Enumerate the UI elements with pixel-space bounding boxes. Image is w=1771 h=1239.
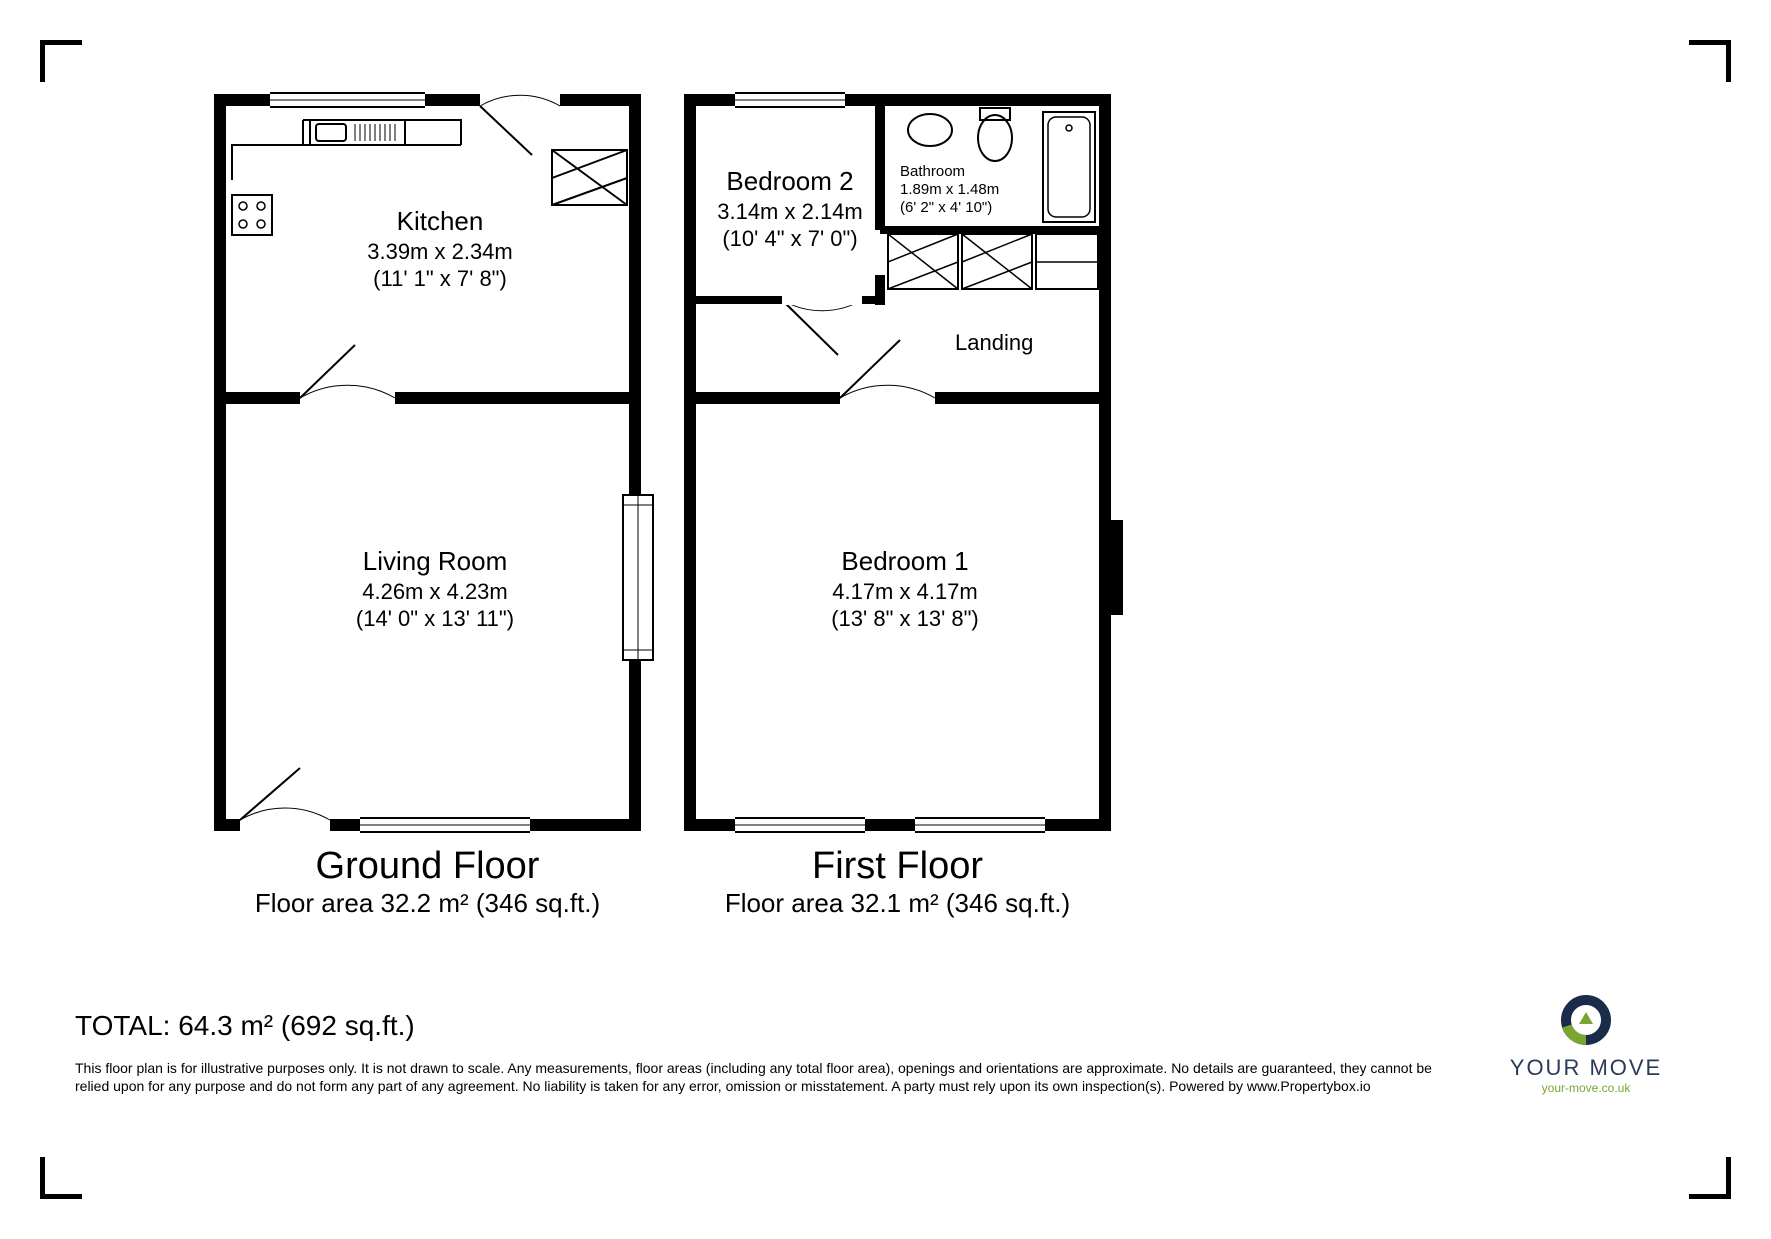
landing-label: Landing [955, 330, 1033, 356]
first-floor-caption: First Floor Floor area 32.1 m² (346 sq.f… [690, 845, 1105, 919]
living-dim-ft: (14' 0" x 13' 11") [330, 605, 540, 633]
crop-corner-br [1689, 1157, 1731, 1199]
ground-floor-title: Ground Floor [220, 845, 635, 888]
kitchen-room-label: Kitchen 3.39m x 2.34m (11' 1" x 7' 8") [345, 205, 535, 293]
landing-name: Landing [955, 330, 1033, 355]
crop-corner-bl [40, 1157, 82, 1199]
bed1-name: Bedroom 1 [800, 545, 1010, 578]
bath-dim-m: 1.89m x 1.48m [900, 181, 1040, 199]
living-dim-m: 4.26m x 4.23m [330, 578, 540, 606]
total-line: TOTAL: 64.3 m² (692 sq.ft.) [75, 1010, 415, 1042]
ground-floor-area: Floor area 32.2 m² (346 sq.ft.) [220, 888, 635, 919]
brand-block: YOUR MOVE your-move.co.uk [1486, 990, 1686, 1095]
bed2-dim-ft: (10' 4" x 7' 0") [700, 225, 880, 253]
bed1-dim-ft: (13' 8" x 13' 8") [800, 605, 1010, 633]
bath-dim-ft: (6' 2" x 4' 10") [900, 199, 1040, 217]
brand-name: YOUR MOVE [1486, 1055, 1686, 1081]
kitchen-name: Kitchen [345, 205, 535, 238]
living-name: Living Room [330, 545, 540, 578]
ground-floor-plan [220, 93, 653, 832]
bed2-room-label: Bedroom 2 3.14m x 2.14m (10' 4" x 7' 0") [700, 165, 880, 253]
disclaimer-text: This floor plan is for illustrative purp… [75, 1060, 1455, 1095]
ground-floor-caption: Ground Floor Floor area 32.2 m² (346 sq.… [220, 845, 635, 919]
brand-url: your-move.co.uk [1486, 1081, 1686, 1095]
bath-name: Bathroom [900, 163, 1040, 181]
kitchen-dim-m: 3.39m x 2.34m [345, 238, 535, 266]
living-room-label: Living Room 4.26m x 4.23m (14' 0" x 13' … [330, 545, 540, 633]
kitchen-dim-ft: (11' 1" x 7' 8") [345, 265, 535, 293]
first-floor-title: First Floor [690, 845, 1105, 888]
brand-logo-icon [1556, 990, 1616, 1050]
bed2-dim-m: 3.14m x 2.14m [700, 198, 880, 226]
bathroom-label: Bathroom 1.89m x 1.48m (6' 2" x 4' 10") [900, 163, 1040, 217]
bed1-dim-m: 4.17m x 4.17m [800, 578, 1010, 606]
first-floor-area: Floor area 32.1 m² (346 sq.ft.) [690, 888, 1105, 919]
bed1-room-label: Bedroom 1 4.17m x 4.17m (13' 8" x 13' 8"… [800, 545, 1010, 633]
bed2-name: Bedroom 2 [700, 165, 880, 198]
